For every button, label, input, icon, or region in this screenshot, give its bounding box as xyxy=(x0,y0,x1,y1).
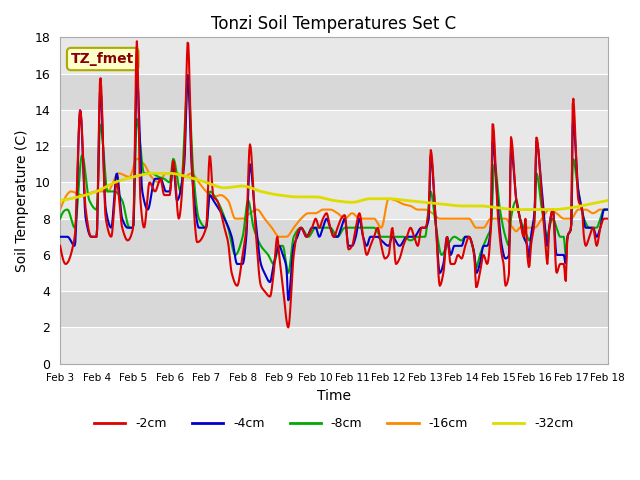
Bar xyxy=(60,110,607,146)
-4cm xyxy=(473,270,481,276)
-16cm xyxy=(90,189,97,195)
Title: Tonzi Soil Temperatures Set C: Tonzi Soil Temperatures Set C xyxy=(211,15,456,33)
-16cm xyxy=(406,203,414,209)
-2cm xyxy=(604,216,611,222)
-16cm xyxy=(56,207,64,213)
Line: -16cm: -16cm xyxy=(60,159,607,237)
-8cm xyxy=(56,216,64,222)
Bar xyxy=(60,182,607,219)
Text: TZ_fmet: TZ_fmet xyxy=(71,52,134,66)
-8cm xyxy=(285,270,292,276)
Bar xyxy=(60,291,607,327)
Line: -8cm: -8cm xyxy=(60,83,607,273)
Bar xyxy=(60,146,607,182)
-4cm xyxy=(56,234,64,240)
-2cm xyxy=(406,225,414,231)
-8cm xyxy=(376,232,383,238)
Line: -2cm: -2cm xyxy=(60,41,607,327)
-4cm xyxy=(285,297,292,303)
-8cm xyxy=(473,264,481,270)
-2cm xyxy=(133,38,141,44)
-2cm xyxy=(390,239,397,245)
Bar xyxy=(60,255,607,291)
-4cm xyxy=(604,207,611,213)
-2cm xyxy=(529,231,537,237)
-16cm xyxy=(529,225,537,230)
-32cm xyxy=(513,207,520,213)
Bar xyxy=(60,37,607,73)
-32cm xyxy=(375,196,383,202)
-8cm xyxy=(406,238,414,243)
-4cm xyxy=(133,71,141,77)
-8cm xyxy=(529,227,537,233)
-32cm xyxy=(604,198,611,204)
-4cm xyxy=(90,234,97,240)
-32cm xyxy=(389,196,397,202)
Line: -4cm: -4cm xyxy=(60,74,607,300)
X-axis label: Time: Time xyxy=(317,389,351,403)
-4cm xyxy=(376,235,383,241)
-16cm xyxy=(390,197,397,203)
-8cm xyxy=(390,234,397,240)
-16cm xyxy=(276,234,284,240)
-32cm xyxy=(56,198,64,204)
-32cm xyxy=(406,198,413,204)
-8cm xyxy=(604,207,611,213)
-2cm xyxy=(285,324,292,330)
-4cm xyxy=(390,235,397,241)
-32cm xyxy=(472,203,480,209)
-2cm xyxy=(473,284,481,290)
Bar xyxy=(60,73,607,110)
Legend: -2cm, -4cm, -8cm, -16cm, -32cm: -2cm, -4cm, -8cm, -16cm, -32cm xyxy=(89,412,579,435)
-8cm xyxy=(184,80,191,86)
-8cm xyxy=(90,205,97,211)
-32cm xyxy=(529,207,537,213)
-32cm xyxy=(148,170,156,176)
Line: -32cm: -32cm xyxy=(60,173,607,210)
-32cm xyxy=(90,190,97,195)
-2cm xyxy=(376,232,383,238)
-2cm xyxy=(56,243,64,249)
-16cm xyxy=(376,223,383,229)
-16cm xyxy=(133,156,141,162)
Bar xyxy=(60,219,607,255)
-16cm xyxy=(604,207,611,213)
Y-axis label: Soil Temperature (C): Soil Temperature (C) xyxy=(15,129,29,272)
-4cm xyxy=(529,221,537,227)
-2cm xyxy=(90,234,97,240)
-16cm xyxy=(473,225,481,230)
-4cm xyxy=(406,234,414,240)
Bar xyxy=(60,327,607,364)
